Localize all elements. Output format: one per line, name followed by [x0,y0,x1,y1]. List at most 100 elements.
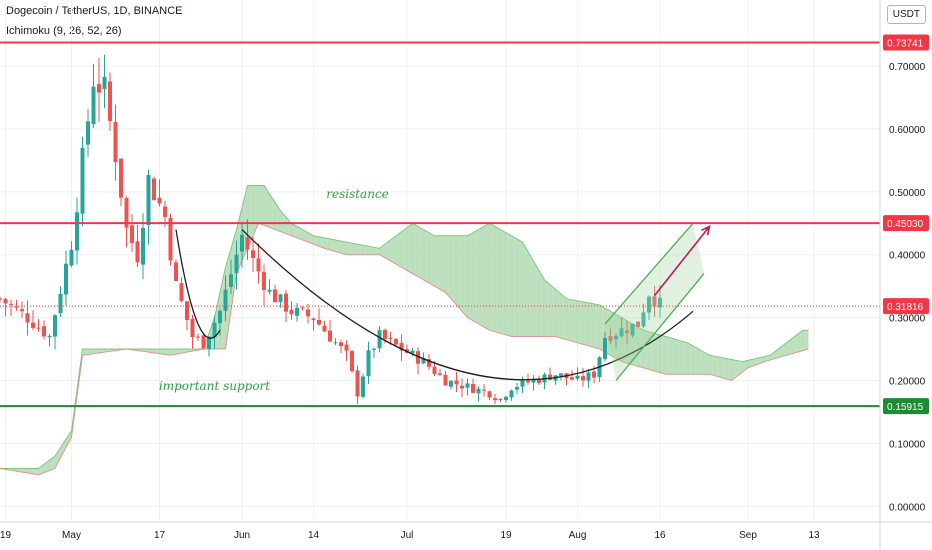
candle-down [0,298,2,300]
price-levels[interactable] [0,41,880,408]
cloud-segment [415,224,418,277]
cloud-segment [792,336,795,354]
currency-button[interactable]: USDT [886,5,926,24]
candle-down [652,296,657,307]
candle-up [586,372,591,381]
cloud-segment [321,237,325,249]
cloud-segment [387,240,391,261]
cloud-segment [173,349,176,355]
cloud-segment [365,245,369,255]
projection-arrow-head [701,224,711,236]
cloud-segment [294,224,297,238]
cloud-segment [181,349,185,354]
candle-up [515,387,519,390]
cloud-segment [759,357,762,364]
cloud-segment [423,229,427,282]
x-tick-label: Jun [234,530,250,541]
cloud-segment [462,235,465,315]
y-tick-label: 0.00000 [889,502,926,513]
cloud-segment [643,330,647,369]
cloud-segment [30,468,33,474]
cloud-segment [753,358,757,366]
cloud-segment [162,349,165,355]
channel-upper-line [604,222,694,325]
candle-up [520,379,525,387]
cloud-segment [101,349,105,353]
candle-up [333,342,338,344]
cloud-segment [572,299,575,342]
candle-down [526,380,530,383]
x-tick-label: Jul [401,530,414,541]
cloud-segment [448,235,451,299]
indicator-label[interactable]: Ichimoku (9, 26, 52, 26) [6,25,122,37]
cloud-segment [390,237,394,263]
cloud-segment [693,345,696,375]
candle-up [630,323,635,336]
cloud-segment [335,240,339,253]
cloud-segment [563,296,567,340]
candle-up [141,227,145,265]
cloud-segment [739,361,743,375]
candle-up [47,335,52,338]
cloud-segment [376,247,380,255]
cloud-segment [528,251,531,337]
cloud-segment [277,206,281,232]
cloud-segment [255,185,259,230]
cloud-segment [756,357,759,365]
cloud-segment [794,334,798,353]
cloud-segment [272,198,275,230]
candle-down [245,237,250,250]
candle-down [416,351,420,364]
cloud-segment [332,239,336,252]
cloud-segment [330,238,333,251]
candle-down [168,217,173,261]
cloud-segment [264,185,267,227]
cloud-segment [170,349,174,356]
cloud-segment [517,238,520,337]
cloud-segment [552,286,556,337]
cloud-segment [495,226,498,333]
candle-down [592,371,596,378]
candle-down [427,359,431,367]
cloud-segment [649,331,652,371]
cup-curve [241,229,694,381]
cloud-segment [569,299,572,342]
cloud-segment [398,231,402,268]
cloud-segment [167,349,171,356]
candle-up [421,357,426,364]
cloud-segment [297,226,300,239]
cloud-segment [585,302,589,346]
price-tag-label: 0.15915 [887,402,924,413]
cloud-segment [665,336,669,375]
cloud-segment [800,330,803,352]
cloud-segment [247,185,251,249]
cloud-segment [418,226,421,279]
cloud-segment [533,261,537,337]
cloud-segment [99,349,102,353]
cloud-segment [453,235,457,306]
cloud-segment [228,248,231,331]
ichimoku-cloud [0,185,809,476]
cloud-segment [638,327,641,368]
cup-curve [175,229,221,339]
candles [0,54,662,405]
candle-up [207,336,211,350]
candle-up [69,249,74,266]
y-tick-label: 0.70000 [889,62,926,73]
candle-up [619,328,624,337]
cloud-segment [660,334,663,374]
cloud-segment [668,337,671,375]
cloud-segment [68,430,72,443]
candle-down [273,289,277,303]
annotation-label: important support [159,379,270,393]
cloud-segment [503,231,506,335]
cloud-segment [728,359,732,381]
cloud-segment [374,247,377,255]
candle-up [240,234,244,252]
candle-up [58,293,63,314]
cloud-segment [165,349,168,355]
cloud-segment [673,338,677,375]
cloud-segment [519,240,523,337]
